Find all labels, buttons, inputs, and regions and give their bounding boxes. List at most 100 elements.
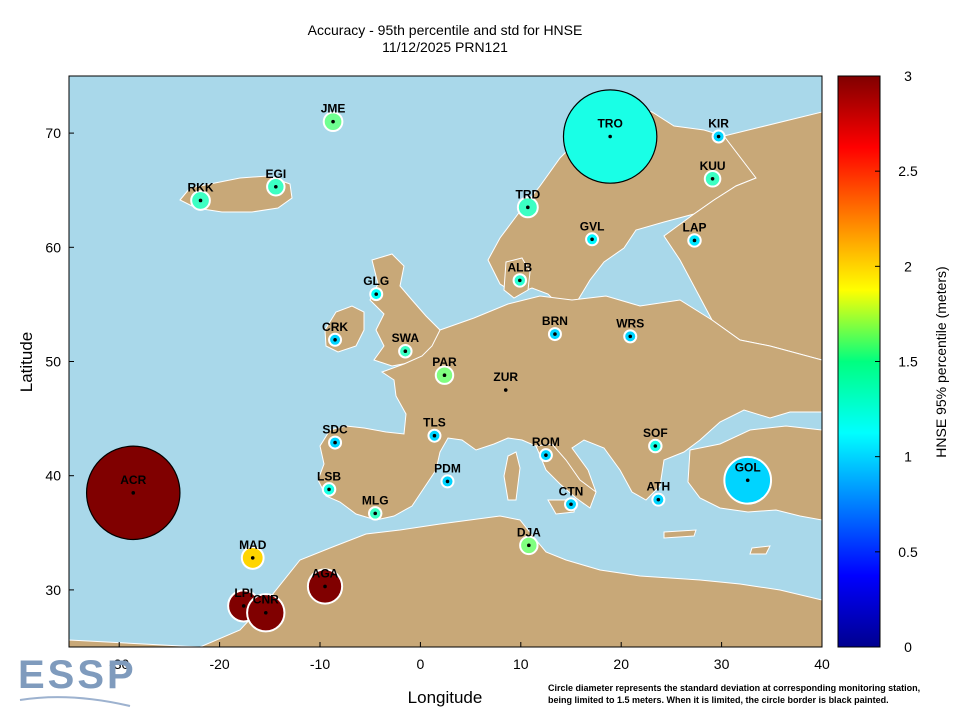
station-label: ATH xyxy=(646,480,670,494)
station-wrs: WRS xyxy=(616,316,644,344)
station-dot xyxy=(331,119,335,124)
station-tro: TRO xyxy=(562,89,658,184)
land-crete xyxy=(663,529,697,539)
station-dot xyxy=(333,440,337,445)
station-dot xyxy=(653,444,658,448)
x-tick-label: 30 xyxy=(714,656,730,672)
station-rom: ROM xyxy=(532,435,560,463)
colorbar-tick-label: 3 xyxy=(904,68,912,84)
station-lsb: LSB xyxy=(317,469,341,497)
station-dot xyxy=(442,373,447,378)
station-label: LAP xyxy=(682,220,706,234)
y-tick-label: 30 xyxy=(45,582,61,598)
y-tick-label: 60 xyxy=(45,239,61,255)
station-gvl: GVL xyxy=(580,219,604,247)
station-glg: GLG xyxy=(363,274,389,302)
station-dot xyxy=(628,334,633,339)
station-lap: LAP xyxy=(682,220,706,248)
station-dot xyxy=(716,134,721,139)
station-label: GLG xyxy=(363,274,389,288)
station-swa: SWA xyxy=(392,331,420,359)
chart-title: Accuracy - 95th percentile and std for H… xyxy=(308,22,583,38)
land-corsica-sardinia xyxy=(503,451,521,501)
station-dot xyxy=(327,487,331,492)
footnote-line-2: being limited to 1.5 meters. When it is … xyxy=(548,695,889,705)
station-label: LPI xyxy=(234,586,253,600)
station-label: SDC xyxy=(322,423,348,437)
station-dot xyxy=(527,543,531,548)
station-label: EGI xyxy=(265,167,286,181)
station-cnr: CNR xyxy=(246,593,286,633)
colorbar-label: HNSE 95% percentile (meters) xyxy=(933,266,949,457)
station-dot xyxy=(544,453,548,457)
station-label: CTN xyxy=(559,484,584,498)
station-label: ROM xyxy=(532,435,560,449)
station-dot xyxy=(445,479,450,484)
station-label: TRD xyxy=(515,187,540,201)
station-dot xyxy=(569,502,573,507)
station-label: GOL xyxy=(735,460,761,474)
logo-text: ESSP xyxy=(18,653,137,697)
station-egi: EGI xyxy=(265,167,286,197)
colorbar-ticks: 0 0.5 1 1.5 2 2.5 3 xyxy=(875,68,918,655)
station-dot xyxy=(590,237,594,242)
station-label: RKK xyxy=(188,180,214,194)
station-dot xyxy=(403,349,408,354)
station-alb: ALB xyxy=(507,260,532,288)
chart-subtitle: 11/12/2025 PRN121 xyxy=(382,39,508,55)
station-mad: MAD xyxy=(239,538,267,570)
axes: -30 -20 -10 0 10 20 30 40 30 40 50 60 70 xyxy=(45,125,830,672)
colorbar-tick-label: 0.5 xyxy=(898,544,918,560)
station-label: PAR xyxy=(432,355,457,369)
station-dot xyxy=(432,433,437,438)
logo-swoosh xyxy=(19,696,131,707)
station-label: MLG xyxy=(362,493,389,507)
colorbar-tick-label: 2 xyxy=(904,258,912,274)
footnote-line-1: Circle diameter represents the standard … xyxy=(548,683,920,693)
station-label: DJA xyxy=(517,525,541,539)
essp-logo: ESSP xyxy=(18,653,137,707)
x-tick-label: 10 xyxy=(513,656,529,672)
station-dot xyxy=(323,584,327,589)
station-label: ZUR xyxy=(493,370,518,384)
station-dot xyxy=(131,491,136,495)
stations-layer: JME TRO KIR KUU RKK EGI TRD GVL LAP ALB GLG CRK BRN W… xyxy=(85,89,773,633)
station-label: KUU xyxy=(700,159,726,173)
station-sof: SOF xyxy=(643,426,668,454)
station-dja: DJA xyxy=(517,525,541,556)
station-dot xyxy=(333,338,337,342)
y-tick-label: 40 xyxy=(45,468,61,484)
x-tick-label: -10 xyxy=(310,656,330,672)
station-dot xyxy=(517,278,522,283)
x-tick-label: -30 xyxy=(109,656,129,672)
colorbar-tick-label: 1 xyxy=(904,449,912,465)
colorbar-tick-label: 2.5 xyxy=(898,163,918,179)
station-ctn: CTN xyxy=(559,484,584,512)
station-dot xyxy=(553,332,557,336)
station-label: ACR xyxy=(120,473,146,487)
station-dot xyxy=(710,176,715,181)
station-tls: TLS xyxy=(423,416,446,443)
x-axis-label: Longitude xyxy=(408,688,483,707)
station-label: SWA xyxy=(392,331,420,345)
station-kir: KIR xyxy=(708,117,729,144)
station-dot xyxy=(656,497,661,502)
station-dot xyxy=(692,238,697,243)
station-par: PAR xyxy=(432,355,457,385)
station-gol: GOL xyxy=(723,455,773,505)
station-brn: BRN xyxy=(542,314,568,342)
station-dot xyxy=(608,134,612,139)
station-label: MAD xyxy=(239,538,267,552)
colorbar-tick-label: 0 xyxy=(904,639,912,655)
station-dot xyxy=(745,478,750,483)
colorbar: 0 0.5 1 1.5 2 2.5 3 HNSE 95% percentile (meter… xyxy=(837,68,949,655)
colorbar-gradient xyxy=(837,75,881,648)
station-label: TRO xyxy=(597,117,622,131)
station-kuu: KUU xyxy=(700,159,726,188)
x-tick-label: 20 xyxy=(613,656,629,672)
land-italy-peninsula xyxy=(535,443,597,509)
station-jme: JME xyxy=(321,102,345,133)
station-zur: ZUR xyxy=(493,370,518,392)
station-dot xyxy=(503,388,508,392)
map-area xyxy=(68,75,823,648)
